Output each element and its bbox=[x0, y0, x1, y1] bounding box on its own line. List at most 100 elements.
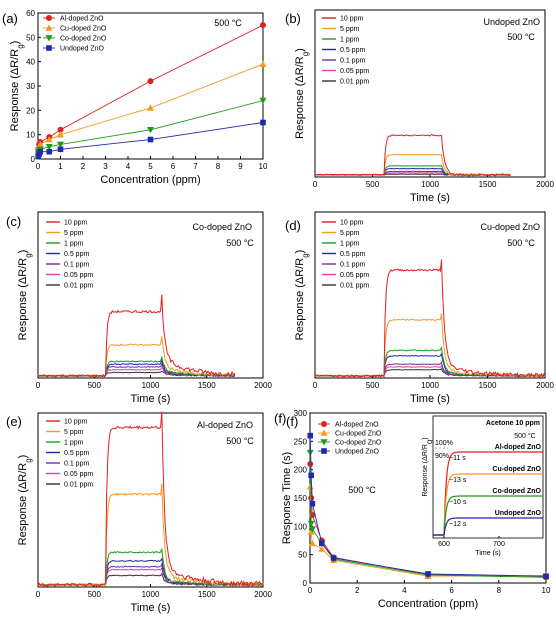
inset-curve bbox=[433, 473, 543, 536]
data-point bbox=[260, 22, 266, 29]
x-tick-label: 7 bbox=[193, 162, 198, 171]
legend-label: 0.05 ppm bbox=[340, 68, 369, 75]
y-axis-label: Response (ΔR/Rg) bbox=[17, 455, 33, 546]
y-axis-label-part: ) bbox=[294, 250, 306, 254]
inset-time-label: ~13 s bbox=[449, 477, 467, 484]
inset-curve-label: Co-doped ZnO bbox=[492, 488, 541, 495]
legend-label: 10 ppm bbox=[340, 16, 364, 23]
chart-panel: 0 500 1000 1500 2000 Time (s) Response (ΔR/Rg)… bbox=[6, 211, 272, 405]
x-tick-label: 1 bbox=[58, 162, 63, 171]
chart-panel: 0 1 2 3 4 5 6 7 8 9 10 Concentration (ppm) 0 10 20 30 40… bbox=[2, 9, 268, 186]
x-tick-label: 4 bbox=[126, 162, 131, 171]
y-axis-label: Response (ΔR/Rg) bbox=[9, 41, 25, 132]
y-tick-label: 60 bbox=[26, 9, 35, 18]
legend-label: 10 ppm bbox=[64, 220, 88, 227]
legend-marker bbox=[46, 15, 52, 21]
data-point bbox=[543, 573, 549, 579]
legend-label: 5 ppm bbox=[340, 26, 360, 33]
panel-label: (d) bbox=[285, 218, 301, 233]
y-axis-label-part: ) bbox=[422, 437, 429, 439]
legend-label: 5 ppm bbox=[340, 230, 360, 237]
legend-label: 10 ppm bbox=[340, 220, 364, 227]
legend-label: Al-doped ZnO bbox=[60, 16, 104, 23]
y-tick-label: 50 bbox=[26, 33, 35, 42]
x-tick-label: 1000 bbox=[142, 381, 160, 390]
y-tick-label: 300 bbox=[294, 409, 308, 418]
x-axis-label: Time (s) bbox=[410, 192, 450, 204]
x-tick-label: 2000 bbox=[254, 381, 272, 390]
y-tick-label: 0 bbox=[303, 579, 308, 588]
x-tick-label: 0 bbox=[36, 381, 41, 390]
chart-panel: 0 500 1000 1500 2000 Time (s) Response (ΔR/Rg)… bbox=[285, 211, 554, 405]
legend-label: 10 ppm bbox=[64, 419, 88, 426]
x-tick-label: 10 bbox=[542, 586, 551, 595]
legend-marker bbox=[321, 448, 327, 454]
y-axis-label-sub: g bbox=[425, 440, 434, 444]
legend-label: 0.5 ppm bbox=[64, 450, 89, 457]
series-line bbox=[314, 134, 511, 177]
data-point bbox=[260, 119, 266, 126]
y-axis-label-sub: g bbox=[301, 52, 310, 56]
data-point bbox=[318, 545, 326, 552]
temperature-annotation: 500 °C bbox=[348, 485, 376, 495]
y-axis-label-part: Response (ΔR/R bbox=[9, 49, 21, 132]
data-point bbox=[307, 432, 314, 439]
x-tick-label: 0 bbox=[313, 180, 318, 189]
series-line bbox=[314, 259, 546, 379]
legend-marker bbox=[45, 24, 53, 31]
legend-marker bbox=[320, 429, 328, 436]
y-axis-label-part: ) bbox=[9, 41, 21, 45]
legend-label: 0.05 ppm bbox=[340, 272, 369, 279]
data-point bbox=[57, 126, 64, 133]
data-point bbox=[307, 520, 315, 527]
y-tick-label: 10 bbox=[26, 131, 35, 140]
y-tick-label: 200 bbox=[294, 466, 308, 475]
y-axis-label: Response (ΔR/Rg) bbox=[294, 48, 310, 139]
legend-label: 5 ppm bbox=[64, 230, 84, 237]
series-line bbox=[37, 294, 236, 378]
data-point bbox=[307, 528, 315, 535]
y-axis-label-sub: g bbox=[301, 253, 310, 257]
x-tick-label: 2000 bbox=[536, 180, 554, 189]
panel-label: (e) bbox=[6, 414, 22, 429]
panel-label: (a) bbox=[2, 11, 18, 26]
inset-curve bbox=[433, 495, 543, 536]
x-tick-label: 9 bbox=[238, 162, 243, 171]
x-tick-label: 2 bbox=[81, 162, 86, 171]
data-point bbox=[37, 148, 44, 155]
x-tick-label: 2000 bbox=[536, 381, 554, 390]
y-axis-label: Response Time (s) bbox=[281, 452, 293, 544]
series-line bbox=[314, 345, 546, 378]
data-point bbox=[46, 148, 53, 155]
x-axis-label: Concentration (ppm) bbox=[378, 598, 478, 610]
inset-curve-label: Undoped ZnO bbox=[495, 510, 542, 517]
x-tick-label: 1500 bbox=[198, 590, 216, 599]
y-axis-label-part: ) bbox=[17, 250, 29, 254]
y-axis-label-part: Response (ΔR/R bbox=[17, 463, 29, 546]
data-point bbox=[259, 97, 267, 105]
x-tick-label: 2 bbox=[355, 586, 360, 595]
temperature-annotation: 500 °C bbox=[507, 32, 535, 42]
x-tick-label: 0 bbox=[36, 162, 41, 171]
data-point bbox=[147, 78, 154, 85]
legend-label: 1 ppm bbox=[64, 241, 84, 248]
legend-label: Co-doped ZnO bbox=[335, 440, 382, 447]
legend-marker bbox=[321, 421, 327, 427]
x-tick-label: 0 bbox=[313, 381, 318, 390]
legend-label: 0.05 ppm bbox=[64, 272, 93, 279]
legend-label: Al-doped ZnO bbox=[335, 422, 379, 429]
x-tick-label: 1000 bbox=[421, 180, 439, 189]
series-line bbox=[37, 483, 264, 588]
data-point bbox=[308, 526, 316, 533]
series-line bbox=[37, 411, 264, 588]
legend-label: 0.1 ppm bbox=[64, 461, 89, 468]
x-axis-label: Time (s) bbox=[131, 602, 171, 614]
series-line bbox=[37, 336, 236, 378]
chart-panel: 0 2 4 6 8 10 Concentration (ppm) 0 50 100 150 200 25… bbox=[274, 409, 551, 610]
data-point bbox=[309, 500, 316, 507]
legend-label: 0.1 ppm bbox=[340, 262, 365, 269]
legend-label: 0.05 ppm bbox=[64, 471, 93, 478]
legend-label: 0.5 ppm bbox=[64, 251, 89, 258]
data-point bbox=[57, 131, 64, 138]
material-annotation: Undoped ZnO bbox=[483, 17, 540, 27]
